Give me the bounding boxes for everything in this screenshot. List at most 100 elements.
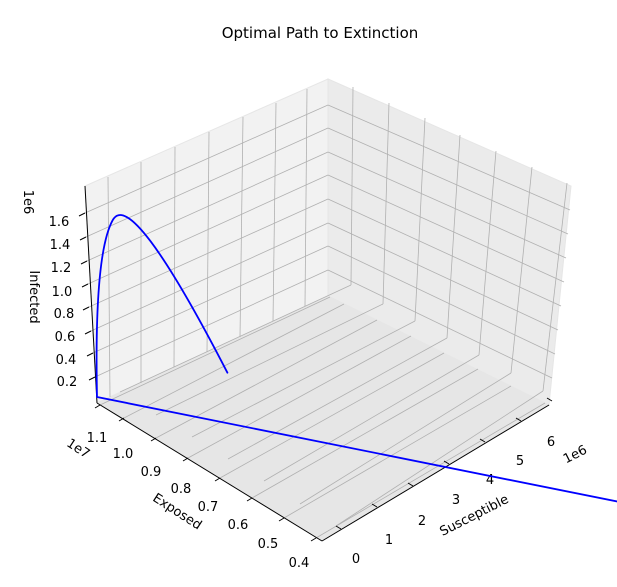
- grid-yw-0.5: [304, 88, 308, 307]
- grid-z-1.6-right: [327, 104, 571, 211]
- tick-label-z: 1.4: [50, 238, 71, 253]
- tick-mark-z: [78, 212, 86, 217]
- x-axis-label: Susceptible: [437, 492, 511, 540]
- tick-label-y: 1.1: [87, 431, 108, 446]
- series-line: [95, 214, 617, 503]
- tick-label-x: 4: [486, 473, 494, 488]
- grid-xw-5: [510, 166, 533, 374]
- tick-mark-x: [371, 503, 378, 508]
- chart-title: Optimal Path to Extinction: [222, 24, 419, 42]
- grid-x-6: [335, 390, 544, 527]
- tick-marks: [78, 212, 553, 542]
- tick-label-x: 0: [352, 552, 360, 567]
- grid-xw-4: [478, 150, 497, 356]
- tick-label-y: 0.5: [258, 537, 279, 552]
- grid-z-0.4-right: [327, 245, 556, 355]
- grid-xw-3: [446, 134, 461, 339]
- grid-x-3: [227, 337, 448, 460]
- grid-z-0.2-right: [327, 269, 553, 379]
- tick-mark-x: [443, 460, 450, 465]
- axis-lines: [84, 185, 550, 542]
- tick-mark-z: [86, 352, 94, 357]
- grid-xw-6: [542, 182, 568, 392]
- grid-y-0.5: [283, 385, 512, 519]
- grid-x-1: [155, 303, 384, 416]
- grid-z-1.4-left: [85, 127, 329, 238]
- tick-label-z: 0.8: [54, 307, 75, 322]
- tick-label-z: 1.6: [49, 215, 70, 230]
- tick-mark-z: [79, 236, 87, 241]
- tick-mark-z: [80, 260, 88, 265]
- tick-mark-y: [94, 404, 101, 409]
- grid-x-4: [263, 354, 480, 482]
- tick-label-z: 0.4: [56, 353, 77, 368]
- grid-x-2: [191, 320, 416, 438]
- tick-label-x: 3: [452, 493, 460, 508]
- tick-mark-x: [335, 525, 342, 530]
- grid-x-5: [299, 372, 512, 505]
- tick-mark-x: [515, 417, 522, 422]
- grid-xw-1: [382, 102, 390, 305]
- tick-label-x: 1: [385, 533, 393, 548]
- tick-mark-z: [88, 376, 96, 381]
- tick-mark-y: [246, 497, 253, 502]
- z-axis-line: [84, 185, 98, 404]
- grid-z-0.8-right: [327, 198, 562, 307]
- tick-mark-y: [214, 477, 221, 482]
- tick-mark-y: [118, 417, 125, 422]
- tick-label-y: 0.9: [141, 465, 162, 480]
- tick-label-y: 0.8: [171, 482, 192, 497]
- tick-mark-z: [81, 283, 89, 288]
- grid-yw-1.1: [107, 176, 111, 398]
- z-axis-label: Infected: [26, 270, 41, 323]
- grid-yw-0.9: [173, 146, 176, 368]
- grid-z-0.4-left: [92, 245, 329, 354]
- tick-label-y: 0.7: [198, 500, 219, 515]
- grid-y-1.1: [99, 296, 331, 406]
- tick-mark-y: [278, 517, 285, 522]
- grid-yw-0.6: [272, 102, 277, 322]
- tick-label-y: 0.6: [228, 518, 249, 533]
- y-axis-label: Exposed: [150, 491, 204, 534]
- grid-z-0.8-left: [88, 198, 329, 308]
- tick-mark-y: [150, 437, 157, 442]
- grid-z-1.2-left: [86, 151, 329, 262]
- tick-mark-z: [82, 306, 90, 311]
- tick-label-x: 6: [547, 435, 555, 450]
- tick-label-z: 0.6: [55, 330, 76, 345]
- z-offset-label: 1e6: [20, 190, 35, 215]
- grid-y-1.0: [123, 303, 345, 419]
- grid-z-1.0-left: [87, 174, 329, 285]
- grid-y-0.8: [187, 335, 412, 459]
- grid-y-0.9: [155, 319, 378, 439]
- tick-label-z: 1.0: [52, 285, 73, 300]
- grid-z-1.4-right: [327, 127, 569, 235]
- grid-xw-2: [414, 117, 426, 322]
- tick-label-x: 5: [516, 454, 524, 469]
- x-offset-label: 1e6: [561, 443, 590, 468]
- tick-label-z: 1.2: [51, 261, 72, 276]
- tick-label-z: 0.2: [57, 375, 78, 390]
- tick-label-x: 2: [418, 514, 426, 529]
- grid-z-1.2-right: [327, 151, 567, 259]
- x-axis-line: [321, 404, 550, 542]
- grid-z-1.0-right: [327, 174, 565, 283]
- tick-mark-y: [310, 537, 317, 542]
- grid-z-0.2-left: [94, 269, 329, 378]
- grid-lines: [84, 86, 571, 539]
- tick-label-y: 1.0: [113, 447, 134, 462]
- grid-x-0: [119, 284, 352, 393]
- tick-mark-z: [84, 330, 92, 335]
- grid-z-0.6-right: [327, 222, 559, 331]
- grid-z-0.6-left: [90, 222, 329, 332]
- tick-mark-x: [546, 397, 553, 402]
- y-axis-line: [96, 402, 323, 542]
- tick-label-y: 0.4: [289, 556, 310, 571]
- grid-yw-0.7: [239, 116, 244, 338]
- grid-y-0.7: [219, 352, 445, 479]
- grid-yw-0.8: [206, 131, 210, 353]
- tick-mark-y: [182, 457, 189, 462]
- grid-z-1.6-left: [84, 104, 329, 214]
- grid-y-0.6: [251, 368, 479, 499]
